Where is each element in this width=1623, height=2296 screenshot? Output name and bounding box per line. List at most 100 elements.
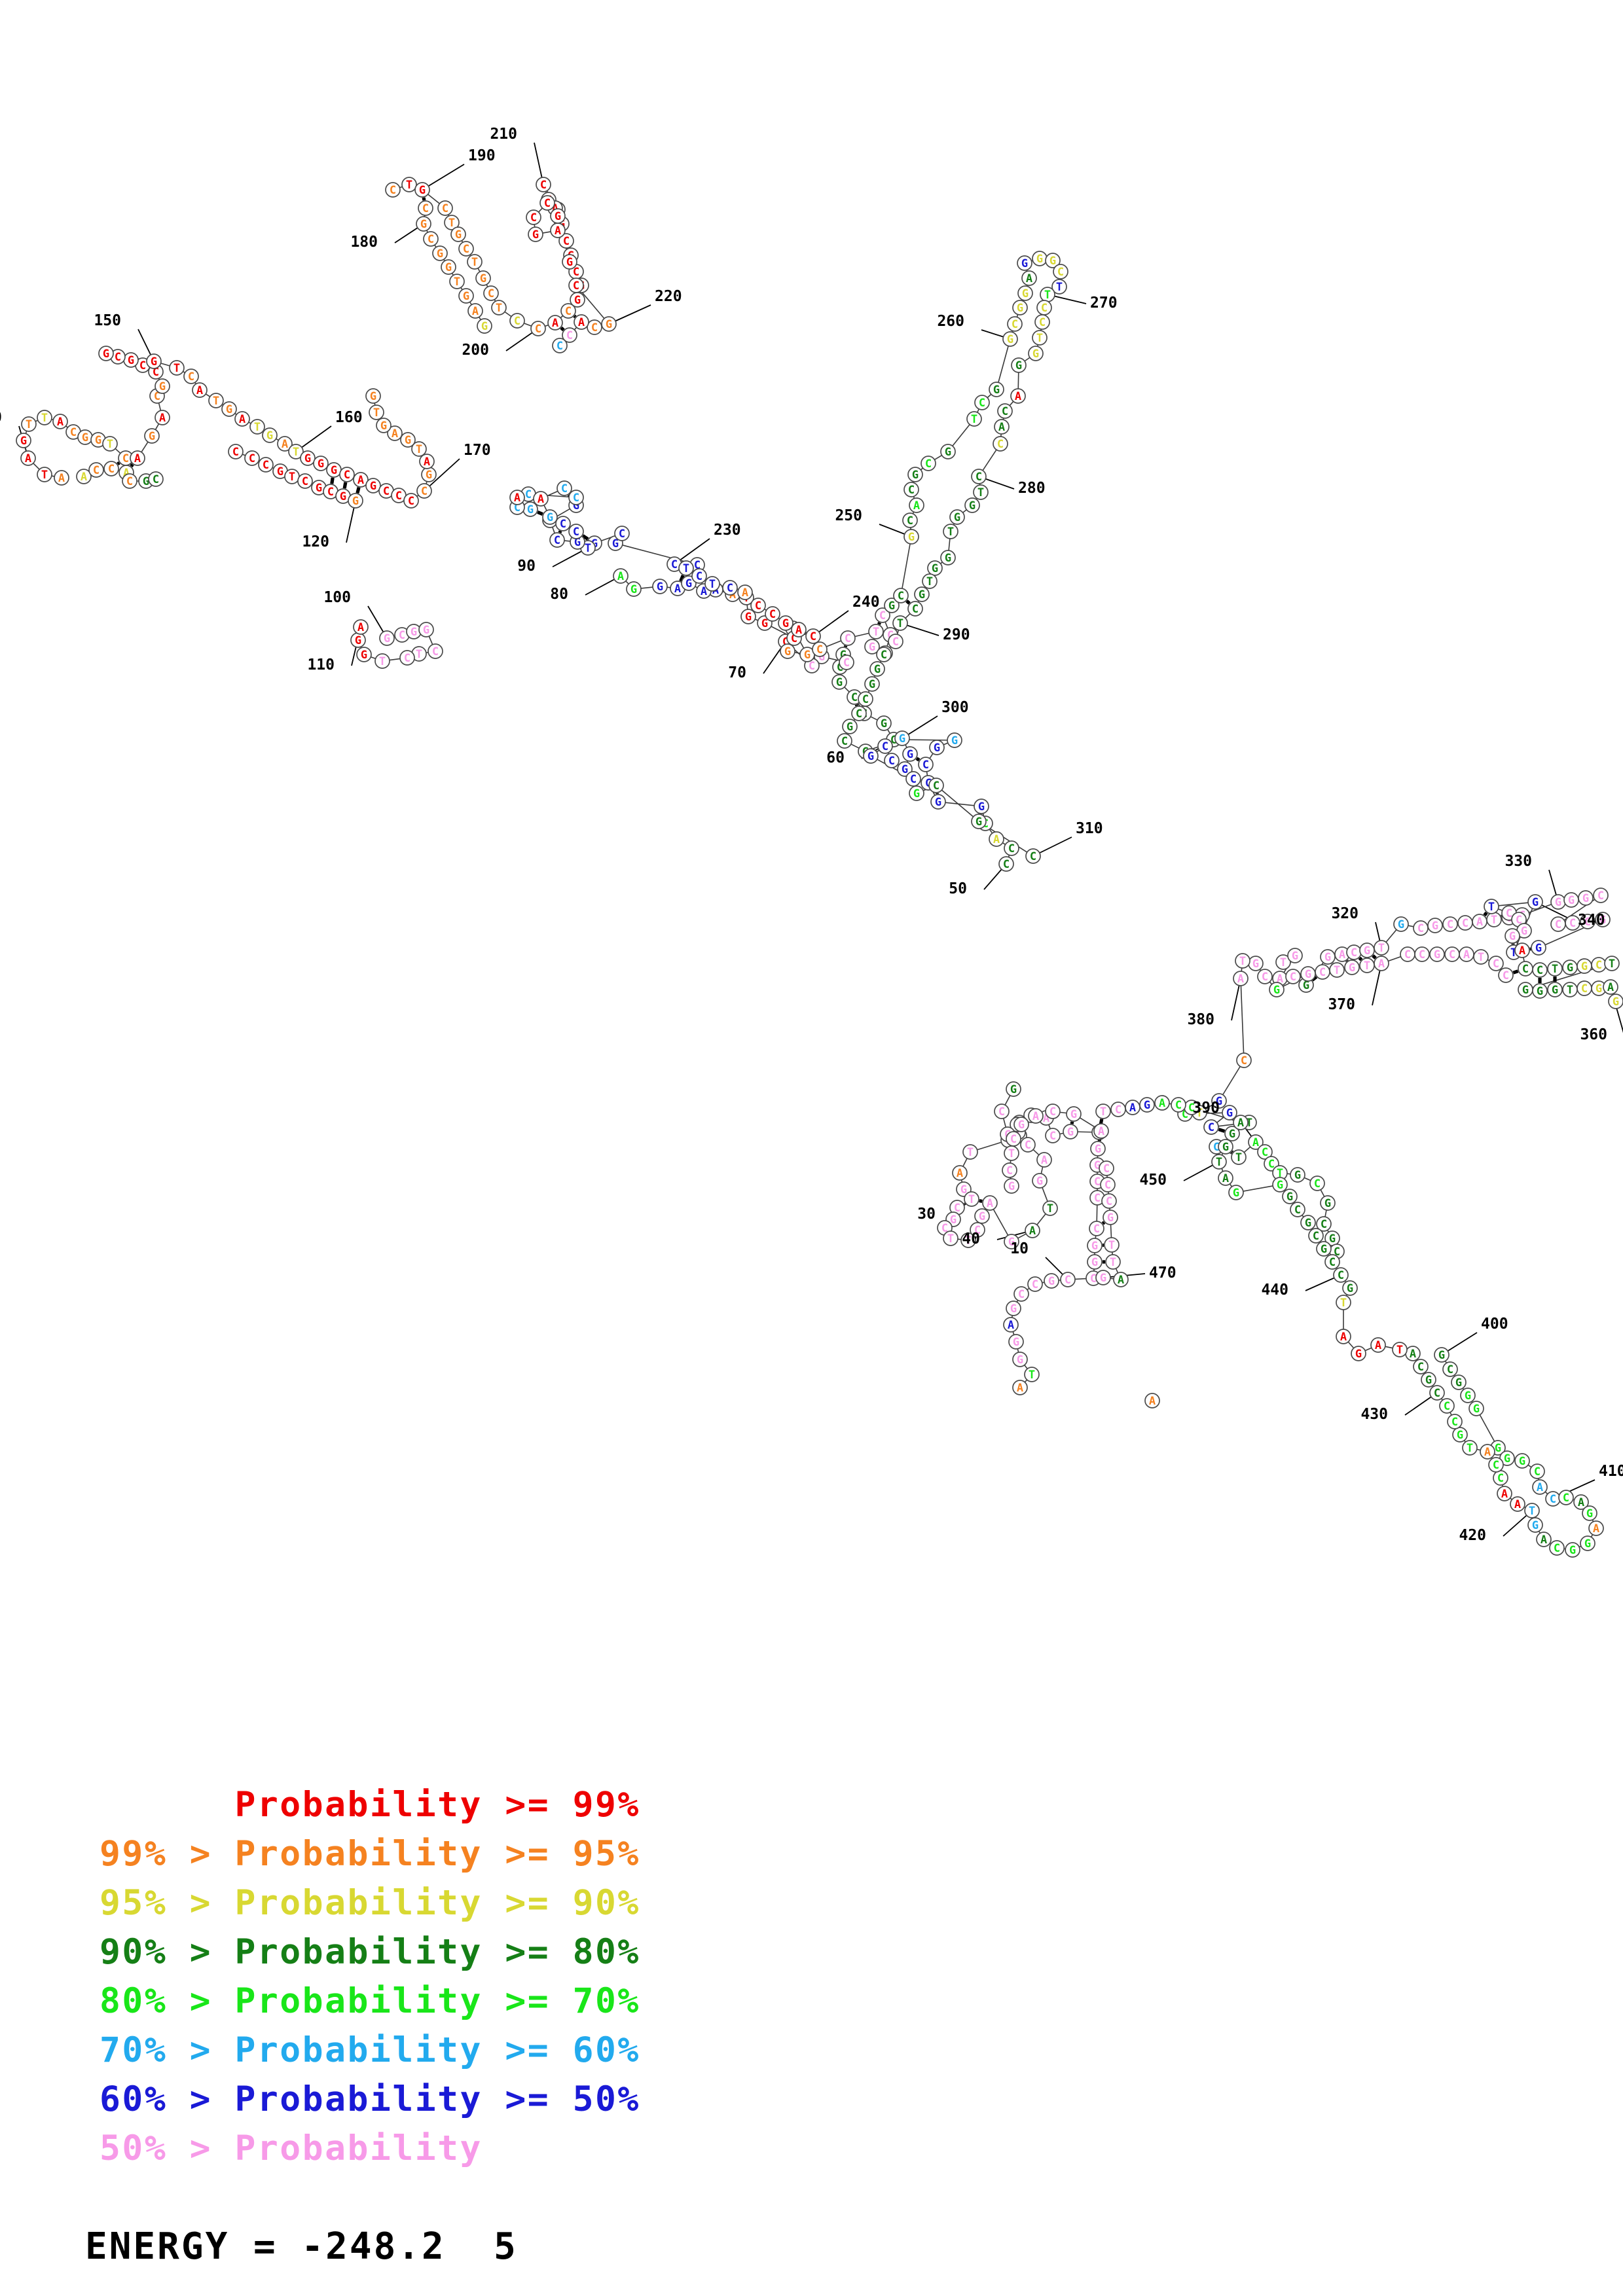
legend-row-99: Probability >= 99% [100, 1785, 640, 1825]
nucleotide-node: C [905, 771, 921, 787]
svg-text:C: C [888, 755, 895, 768]
nucleotide-node: C [993, 436, 1008, 452]
svg-text:G: G [480, 272, 486, 285]
nucleotide-node: T [1104, 1237, 1120, 1253]
nucleotide-node: A [989, 831, 1004, 847]
nucleotide-node: G [1013, 1117, 1029, 1132]
svg-text:G: G [1303, 979, 1309, 992]
svg-text:T: T [293, 446, 299, 459]
position-label: 160 [335, 409, 363, 426]
svg-text:C: C [998, 1105, 1005, 1119]
nucleotide-node: T [1040, 287, 1055, 302]
nucleotide-node: G [863, 748, 879, 764]
nucleotide-node: G [964, 497, 980, 513]
svg-text:G: G [1438, 1349, 1445, 1362]
nucleotide-node: T [1484, 899, 1499, 914]
svg-text:G: G [355, 634, 361, 647]
svg-text:A: A [1098, 1125, 1104, 1138]
svg-text:T: T [967, 1146, 974, 1159]
nucleotide-node: C [851, 706, 867, 721]
nucleotide-node: C [902, 512, 918, 528]
svg-text:A: A [795, 624, 802, 637]
nucleotide-node: C [1532, 962, 1548, 978]
nucleotide-node: C [1257, 969, 1273, 984]
svg-text:C: C [1041, 302, 1048, 315]
svg-text:T: T [254, 421, 261, 434]
svg-text:T: T [1235, 1151, 1242, 1164]
nucleotide-node: G [1393, 916, 1409, 932]
svg-text:A: A [1537, 1481, 1543, 1494]
rna-secondary-structure-plot: ATGGAGCCGCCGGCCCGGAGCAGCTCTAGTCGCTTCGAGA… [0, 126, 1623, 1558]
svg-text:T: T [41, 469, 48, 482]
position-label: 180 [350, 234, 378, 251]
nucleotide-node: C [1013, 1286, 1029, 1302]
svg-text:T: T [1100, 1105, 1106, 1119]
svg-text:G: G [919, 588, 925, 601]
svg-text:G: G [1008, 1236, 1015, 1249]
svg-text:G: G [1522, 984, 1529, 997]
svg-text:C: C [525, 488, 532, 501]
svg-text:C: C [907, 514, 913, 528]
position-label: 150 [94, 312, 121, 329]
nucleotide-node: C [560, 303, 576, 319]
nucleotide-node: G [940, 550, 956, 565]
svg-text:G: G [1100, 1272, 1106, 1285]
svg-text:G: G [1070, 1108, 1077, 1121]
svg-text:T: T [1396, 1344, 1403, 1357]
svg-text:G: G [867, 750, 874, 763]
nucleotide-node: C [765, 606, 780, 622]
position-label: 450 [1139, 1172, 1167, 1189]
svg-text:G: G [82, 431, 88, 444]
svg-text:G: G [951, 734, 958, 747]
nucleotide-node: T [102, 436, 118, 452]
svg-text:A: A [472, 305, 479, 318]
nucleotide-node: C [1006, 1131, 1021, 1147]
nucleotide-node: G [1504, 928, 1520, 944]
nucleotide-node: T [960, 1232, 976, 1248]
nucleotide-node: G [974, 1208, 990, 1224]
nucleotide-node: G [1269, 982, 1285, 997]
svg-text:G: G [1582, 892, 1589, 905]
svg-text:T: T [1047, 1202, 1053, 1215]
svg-text:G: G [1305, 968, 1311, 981]
svg-text:A: A [123, 467, 130, 480]
svg-text:A: A [58, 472, 65, 485]
position-label: 220 [655, 288, 682, 305]
nucleotide-node: T [491, 300, 507, 315]
nucleotide-node: G [1468, 1401, 1484, 1416]
svg-text:G: G [20, 435, 27, 448]
svg-text:G: G [1473, 1403, 1480, 1416]
nucleotide-node: G [864, 676, 880, 692]
svg-text:C: C [881, 649, 887, 662]
svg-text:C: C [933, 780, 939, 793]
nucleotide-node: G [1608, 994, 1623, 1009]
svg-text:G: G [1532, 1519, 1539, 1532]
nucleotide-node: G [1272, 1177, 1288, 1193]
svg-text:G: G [912, 469, 919, 482]
nucleotide-node: C [971, 469, 987, 484]
svg-text:G: G [1010, 1302, 1017, 1316]
nucleotide-node: G [348, 493, 363, 509]
nucleotide-node: C [1457, 915, 1473, 931]
svg-text:C: C [925, 457, 932, 471]
svg-text:G: G [932, 562, 938, 575]
nucleotide-node: A [1532, 1479, 1548, 1495]
nucleotide-node: C [483, 285, 499, 301]
svg-text:G: G [574, 536, 581, 549]
nucleotide-node: A [467, 303, 483, 319]
svg-text:G: G [1144, 1099, 1150, 1112]
nucleotide-node: C [1558, 1490, 1574, 1505]
svg-text:C: C [93, 464, 100, 477]
svg-text:G: G [1091, 1256, 1098, 1269]
nucleotide-node: G [221, 401, 237, 417]
position-label: 290 [943, 626, 970, 643]
nucleotide-node: A [1514, 942, 1530, 958]
nucleotide-node: C [103, 461, 119, 476]
nucleotide-node: C [1498, 967, 1514, 983]
svg-text:A: A [1476, 916, 1483, 929]
position-label: 470 [1149, 1265, 1176, 1282]
nucleotide-node: C [1315, 964, 1330, 980]
nucleotide-node: G [974, 798, 989, 814]
nucleotide-node: T [1336, 1295, 1351, 1310]
svg-text:G: G [899, 732, 905, 745]
